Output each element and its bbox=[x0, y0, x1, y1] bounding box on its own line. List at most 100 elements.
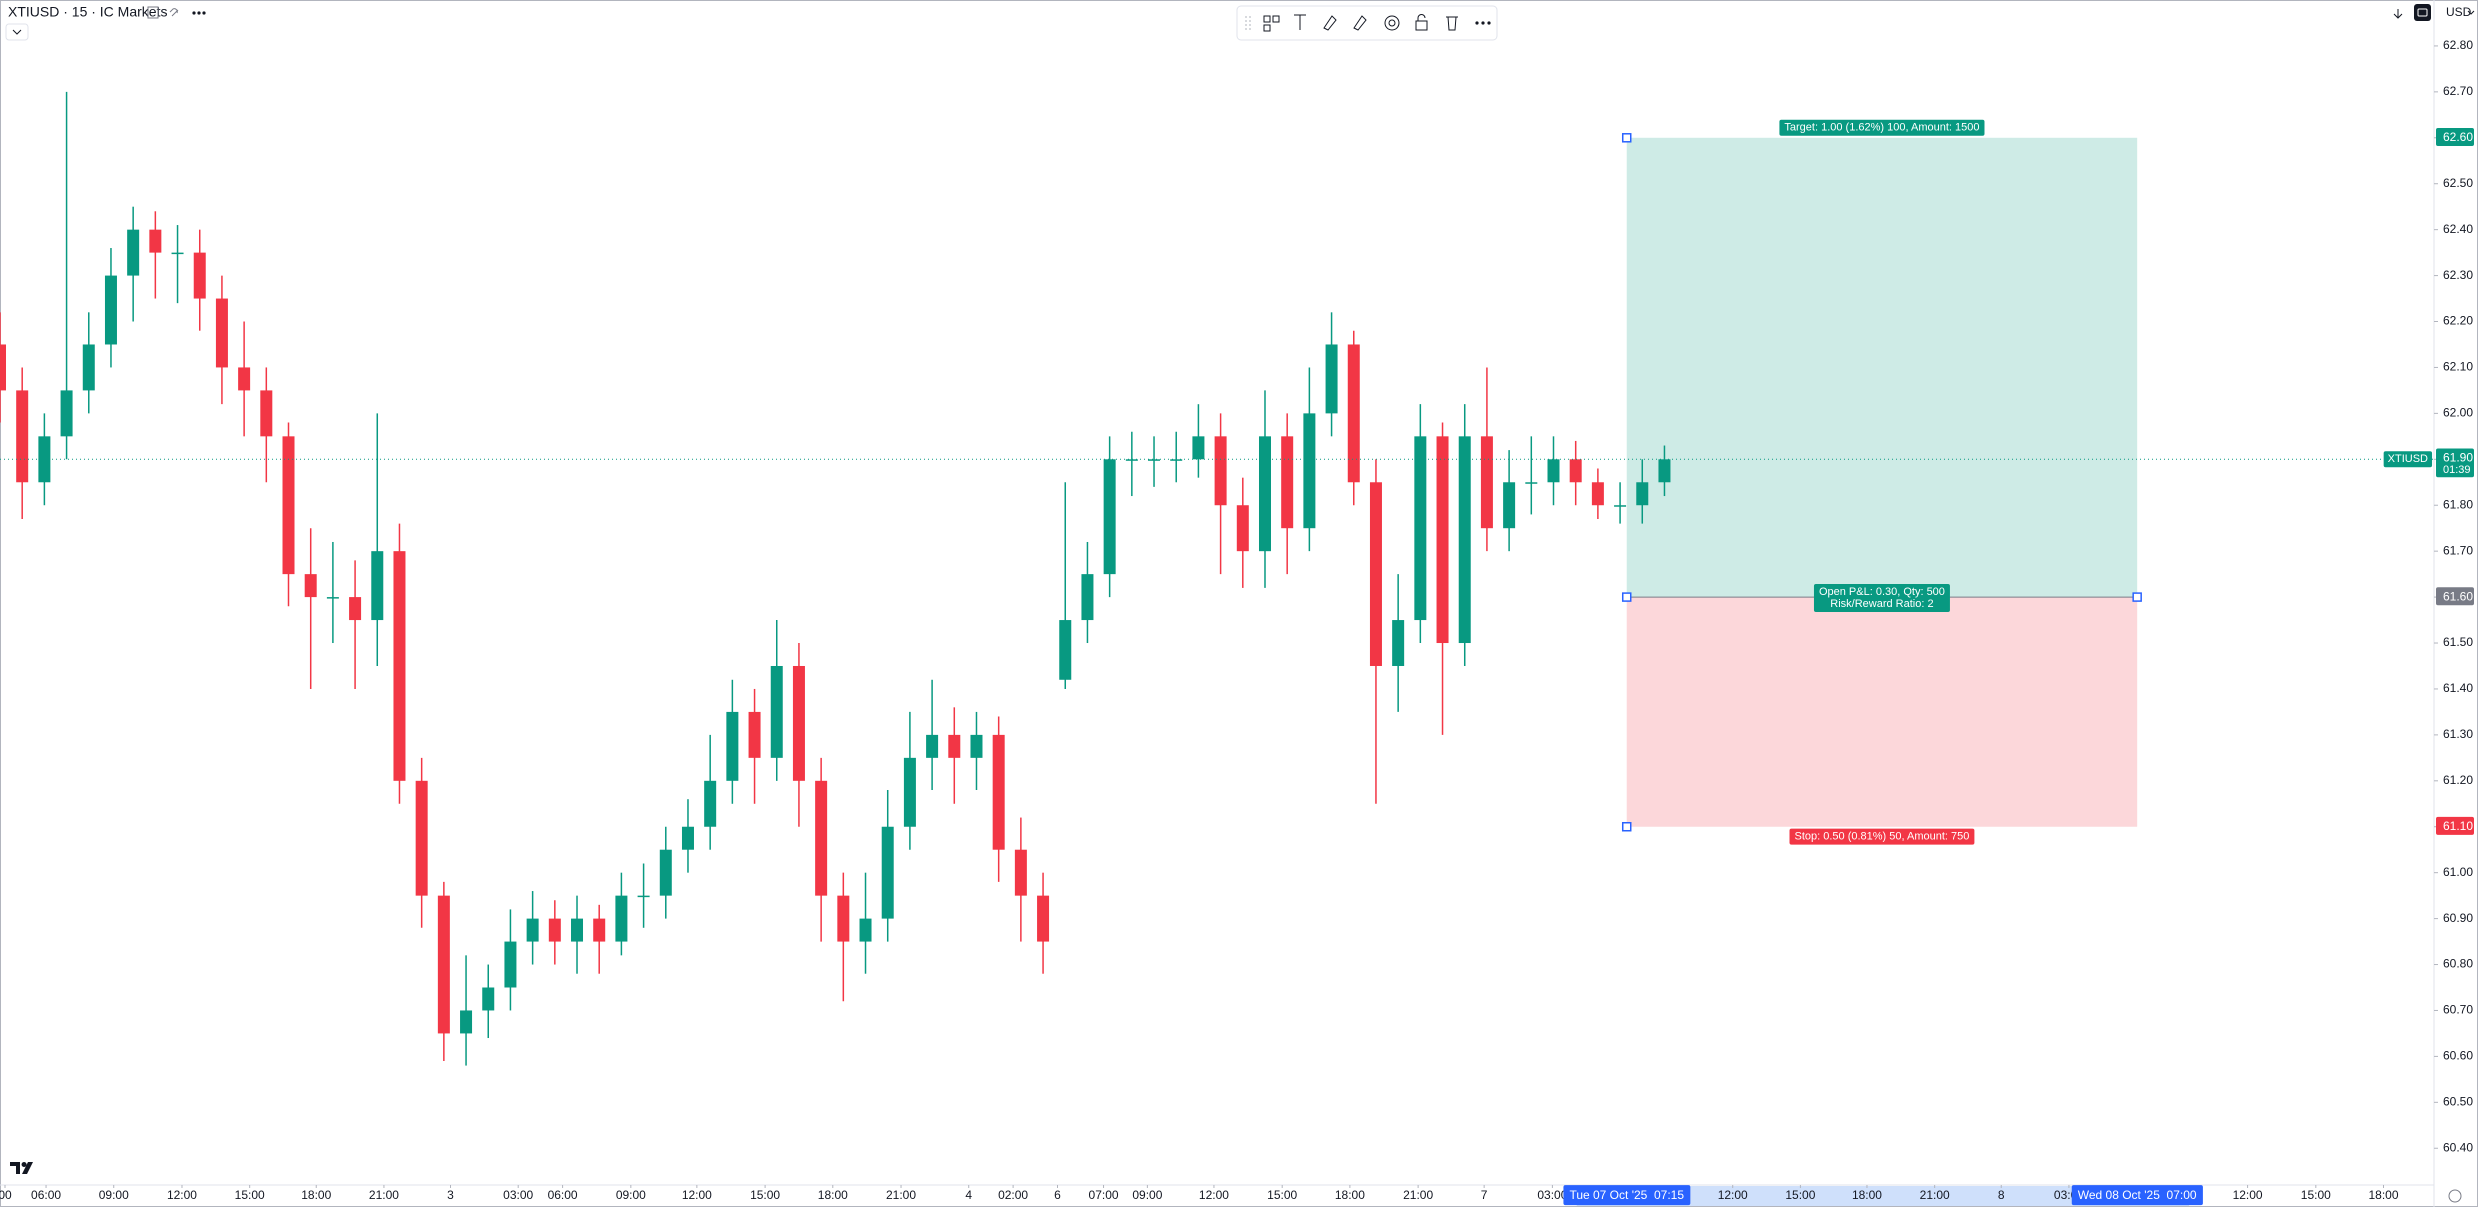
x-tick-label: 6 bbox=[1054, 1188, 1061, 1202]
y-tick-label: 62.70 bbox=[2443, 84, 2473, 98]
icon bbox=[12, 29, 22, 35]
symbol-title[interactable]: XTIUSD · 15 · IC Markets bbox=[8, 4, 167, 20]
x-tick-label: 3 bbox=[447, 1188, 454, 1202]
candle-body bbox=[371, 551, 384, 621]
settings-icon[interactable] bbox=[2414, 4, 2431, 21]
candle-body bbox=[526, 918, 539, 942]
handle bbox=[2132, 592, 2142, 602]
profit-zone bbox=[1626, 137, 2138, 598]
candle-body bbox=[1369, 482, 1382, 666]
icon[interactable] bbox=[1388, 19, 1396, 27]
x-tick-label: 18:00 bbox=[818, 1188, 848, 1202]
icon bbox=[2467, 10, 2475, 15]
icon[interactable] bbox=[1323, 15, 1337, 31]
y-tick-label: 60.50 bbox=[2443, 1094, 2473, 1108]
icon[interactable] bbox=[1353, 15, 1367, 31]
x-tick-label: 21:00 bbox=[1403, 1188, 1433, 1202]
handle bbox=[1621, 592, 1632, 602]
target-label: Target: 1.00 (1.62%) 100, Amount: 1500 bbox=[1784, 122, 1979, 134]
candle-body bbox=[1192, 436, 1205, 460]
currency[interactable]: USD bbox=[2446, 5, 2472, 19]
price-tag-box bbox=[2436, 587, 2474, 606]
x-tick-label: 15:00 bbox=[750, 1188, 780, 1202]
candle-body bbox=[881, 826, 894, 919]
icon[interactable] bbox=[1263, 15, 1271, 23]
candle-body bbox=[1081, 574, 1094, 621]
candle-body bbox=[748, 711, 761, 758]
x-tick-label: 06:00 bbox=[31, 1188, 61, 1202]
icon[interactable] bbox=[197, 11, 201, 15]
x-tick-label: 12:00 bbox=[1718, 1188, 1748, 1202]
candle-body bbox=[659, 849, 672, 896]
symbol-tag: XTIUSD bbox=[2388, 453, 2428, 465]
toolbar bbox=[1236, 5, 1498, 41]
candle-body bbox=[193, 252, 206, 299]
candle-body bbox=[127, 229, 140, 276]
candle-body bbox=[637, 895, 650, 898]
candle-body bbox=[770, 665, 783, 758]
header-icons bbox=[5, 6, 206, 41]
x-tick-label: 09:00 bbox=[616, 1188, 646, 1202]
icon[interactable] bbox=[1415, 20, 1428, 31]
icon[interactable] bbox=[1475, 21, 1479, 25]
candle-body bbox=[304, 574, 317, 598]
y-tick-label: 62.50 bbox=[2443, 176, 2473, 190]
logo[interactable] bbox=[10, 1162, 33, 1174]
y-tick-label: 60.60 bbox=[2443, 1049, 2473, 1063]
icon[interactable] bbox=[192, 11, 196, 15]
last-price-label: 61.90 bbox=[2443, 450, 2473, 464]
candle-body bbox=[282, 436, 295, 575]
plot-area bbox=[0, 91, 2434, 1066]
candle-body bbox=[1392, 620, 1405, 666]
candle-body bbox=[571, 918, 584, 942]
x-tick-label: 18:00 bbox=[2368, 1188, 2398, 1202]
price-tag: 61.10 bbox=[2443, 819, 2473, 833]
y-tick-label: 62.30 bbox=[2443, 268, 2473, 282]
icon[interactable] bbox=[1272, 15, 1280, 23]
icon[interactable] bbox=[202, 11, 206, 15]
icon[interactable] bbox=[1384, 15, 1400, 31]
candle-body bbox=[16, 390, 29, 483]
icon[interactable] bbox=[1487, 21, 1491, 25]
candle-body bbox=[0, 344, 6, 391]
candle-body bbox=[1591, 482, 1604, 506]
candle-body bbox=[1014, 849, 1027, 896]
x-tick-label: 18:00 bbox=[301, 1188, 331, 1202]
candle-body bbox=[437, 895, 450, 1034]
icon[interactable] bbox=[1446, 16, 1458, 31]
candle-body bbox=[1103, 459, 1116, 575]
x-tick-label: 15:00 bbox=[235, 1188, 265, 1202]
candle-body bbox=[393, 551, 406, 781]
scroll-icon[interactable] bbox=[2393, 9, 2403, 19]
y-tick-label: 61.00 bbox=[2443, 865, 2473, 879]
entry-label-box bbox=[1813, 583, 1950, 612]
icon[interactable] bbox=[1294, 14, 1306, 30]
crosshair-time-label: Wed 08 Oct '25 07:00 bbox=[2078, 1188, 2197, 1202]
candle-body bbox=[815, 780, 828, 896]
candle-body bbox=[349, 597, 362, 621]
x-tick-label: 4 bbox=[965, 1188, 972, 1202]
open-pl-label: Open P&L: 0.30, Qty: 500 bbox=[1819, 586, 1945, 598]
icon[interactable] bbox=[1263, 24, 1271, 32]
candle-body bbox=[593, 918, 606, 942]
x-tick-label: 12:00 bbox=[167, 1188, 197, 1202]
x-tick-label: 18:00 bbox=[1335, 1188, 1365, 1202]
y-tick-label: 61.20 bbox=[2443, 773, 2473, 787]
drawing-toolbar bbox=[1236, 5, 1498, 41]
crosshair-time-label-box bbox=[2071, 1185, 2203, 1206]
icon[interactable] bbox=[1481, 21, 1485, 25]
handle bbox=[1621, 133, 1632, 143]
rr-label: Risk/Reward Ratio: 2 bbox=[1830, 598, 1933, 610]
last-price-box bbox=[2436, 448, 2474, 478]
icon[interactable] bbox=[1417, 14, 1426, 21]
candle-body bbox=[460, 1010, 473, 1034]
candle-body bbox=[1148, 459, 1161, 461]
loss-zone bbox=[1626, 597, 2138, 827]
icon[interactable] bbox=[147, 6, 159, 19]
settings-gear[interactable] bbox=[2448, 1189, 2462, 1203]
dropdown[interactable] bbox=[5, 23, 29, 41]
time-range-highlight bbox=[1576, 1186, 2190, 1206]
y-tick-label: 60.80 bbox=[2443, 957, 2473, 971]
icon[interactable] bbox=[169, 8, 179, 17]
